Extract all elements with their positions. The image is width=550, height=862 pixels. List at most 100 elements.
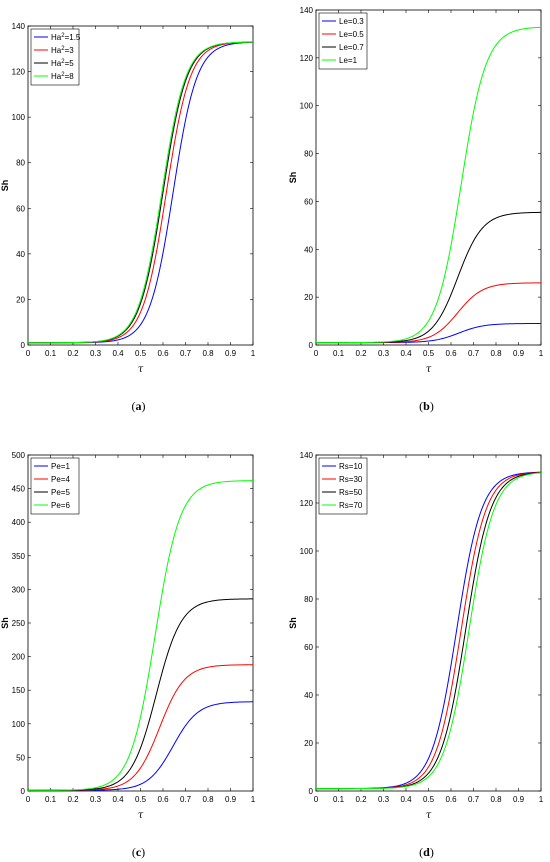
y-tick-label: 0: [21, 787, 26, 796]
x-tick-label: 0.6: [445, 795, 457, 804]
series-line-3: [28, 41, 254, 344]
y-tick-label: 250: [12, 619, 26, 628]
x-tick-label: 0.3: [90, 795, 102, 804]
y-tick-label: 500: [12, 451, 26, 460]
x-tick-label: 0.9: [513, 795, 525, 804]
y-axis-label: Sh: [288, 617, 298, 629]
series-line-4: [316, 26, 542, 344]
x-tick-label: 0.2: [67, 349, 79, 358]
y-tick-label: 120: [300, 499, 314, 508]
x-tick-label: 0.4: [112, 795, 124, 804]
x-tick-label: 0.8: [202, 349, 214, 358]
series-line-4: [28, 41, 254, 344]
panel-caption: (d): [419, 845, 434, 859]
series-line-1: [28, 41, 254, 344]
y-tick-label: 120: [12, 68, 26, 77]
legend-entry-label: Pe=4: [51, 475, 70, 484]
y-tick-label: 80: [16, 159, 25, 168]
x-tick-label: 0.5: [135, 795, 147, 804]
y-tick-label: 20: [304, 293, 313, 302]
y-tick-label: 150: [12, 686, 26, 695]
y-tick-label: 400: [12, 518, 26, 527]
y-tick-label: 100: [12, 720, 26, 729]
x-tick-label: 0.1: [45, 795, 57, 804]
x-tick-label: 1: [539, 349, 544, 358]
x-tick-label: 0.1: [45, 349, 57, 358]
y-axis-label: Sh: [288, 172, 298, 184]
series-line-2: [28, 664, 253, 791]
x-tick-label: 0.7: [468, 795, 480, 804]
x-tick-label: 0.2: [67, 795, 79, 804]
legend-entry-label: Ha2=5: [51, 59, 74, 68]
x-tick-label: 0.6: [445, 349, 457, 358]
x-tick-label: 1: [539, 795, 544, 804]
y-tick-label: 100: [12, 113, 26, 122]
y-tick-label: 40: [16, 250, 25, 259]
y-tick-label: 20: [304, 739, 313, 748]
y-tick-label: 60: [16, 204, 25, 213]
legend-entry-label: Pe=6: [51, 501, 70, 510]
y-tick-label: 0: [21, 341, 26, 350]
y-tick-label: 0: [309, 787, 314, 796]
x-tick-label: 0.9: [225, 795, 237, 804]
y-tick-label: 40: [304, 245, 313, 254]
x-tick-label: 0.4: [112, 349, 124, 358]
x-tick-label: 0.4: [400, 349, 412, 358]
x-tick-label: 0: [314, 795, 319, 804]
x-tick-label: 1: [251, 795, 256, 804]
series-line-3: [316, 211, 542, 344]
legend-entry-label: Rs=70: [339, 501, 363, 510]
x-tick-label: 0.8: [202, 795, 214, 804]
x-tick-label: 1: [251, 349, 256, 358]
legend-entry-label: Pe=1: [51, 462, 70, 471]
y-tick-label: 140: [300, 451, 314, 460]
x-tick-label: 0.7: [180, 795, 192, 804]
y-tick-label: 120: [300, 54, 314, 63]
series-line-4: [316, 472, 542, 790]
x-axis-label: τ: [426, 810, 432, 821]
y-tick-label: 40: [304, 691, 313, 700]
x-tick-label: 0.5: [423, 349, 435, 358]
legend-entry-label: Rs=30: [339, 475, 363, 484]
y-tick-label: 50: [16, 753, 25, 762]
y-tick-label: 450: [12, 485, 26, 494]
y-tick-label: 100: [300, 547, 314, 556]
panel-caption: (c): [132, 845, 145, 859]
series-line-1: [316, 471, 542, 790]
x-axis-label: τ: [138, 364, 144, 375]
series-line-2: [316, 471, 542, 790]
x-axis-label: τ: [138, 810, 144, 821]
legend-entry-label: Le=0.3: [339, 17, 364, 26]
x-tick-label: 0: [26, 795, 31, 804]
legend-entry-label: Pe=5: [51, 488, 70, 497]
y-tick-label: 80: [304, 595, 313, 604]
legend-entry-label: Le=0.7: [339, 43, 364, 52]
x-tick-label: 0.6: [157, 349, 169, 358]
series-line-3: [316, 472, 542, 790]
legend-entry-label: Rs=10: [339, 462, 363, 471]
x-tick-label: 0.2: [355, 349, 367, 358]
x-tick-label: 0.9: [225, 349, 237, 358]
x-tick-label: 0.3: [378, 795, 390, 804]
x-tick-label: 0.9: [513, 349, 525, 358]
legend-entry-label: Rs=50: [339, 488, 363, 497]
chart-panel-a: 0 0.1 0.2 0.3 0.4 0.5 0.6 0.7 0.8 0.9 1 0 20 40 60 80 10…: [0, 22, 256, 413]
series-line-4: [28, 480, 254, 791]
x-tick-label: 0: [314, 349, 319, 358]
y-axis-label: Sh: [0, 617, 10, 629]
x-tick-label: 0.2: [355, 795, 367, 804]
chart-panel-d: 0 0.1 0.2 0.3 0.4 0.5 0.6 0.7 0.8 0.9 1 0 20 40 60 80 10…: [288, 451, 544, 859]
x-tick-label: 0.6: [157, 795, 169, 804]
legend-entry-label: Le=0.5: [339, 30, 364, 39]
chart-panel-c: 0 0.1 0.2 0.3 0.4 0.5 0.6 0.7 0.8 0.9 1 0 50 100 150 20…: [0, 451, 256, 859]
x-tick-label: 0.1: [333, 795, 345, 804]
x-tick-label: 0.5: [135, 349, 147, 358]
legend-entry-label: Le=1: [339, 56, 358, 65]
y-tick-label: 140: [300, 6, 314, 15]
legend-entry-label: Ha2=1.5: [51, 33, 81, 42]
chart-panel-b: 0 0.1 0.2 0.3 0.4 0.5 0.6 0.7 0.8 0.9 1 0 20 40 60 80 10…: [288, 6, 544, 413]
x-tick-label: 0.5: [423, 795, 435, 804]
legend-entry-label: Ha2=8: [51, 72, 74, 81]
x-tick-label: 0.7: [180, 349, 192, 358]
